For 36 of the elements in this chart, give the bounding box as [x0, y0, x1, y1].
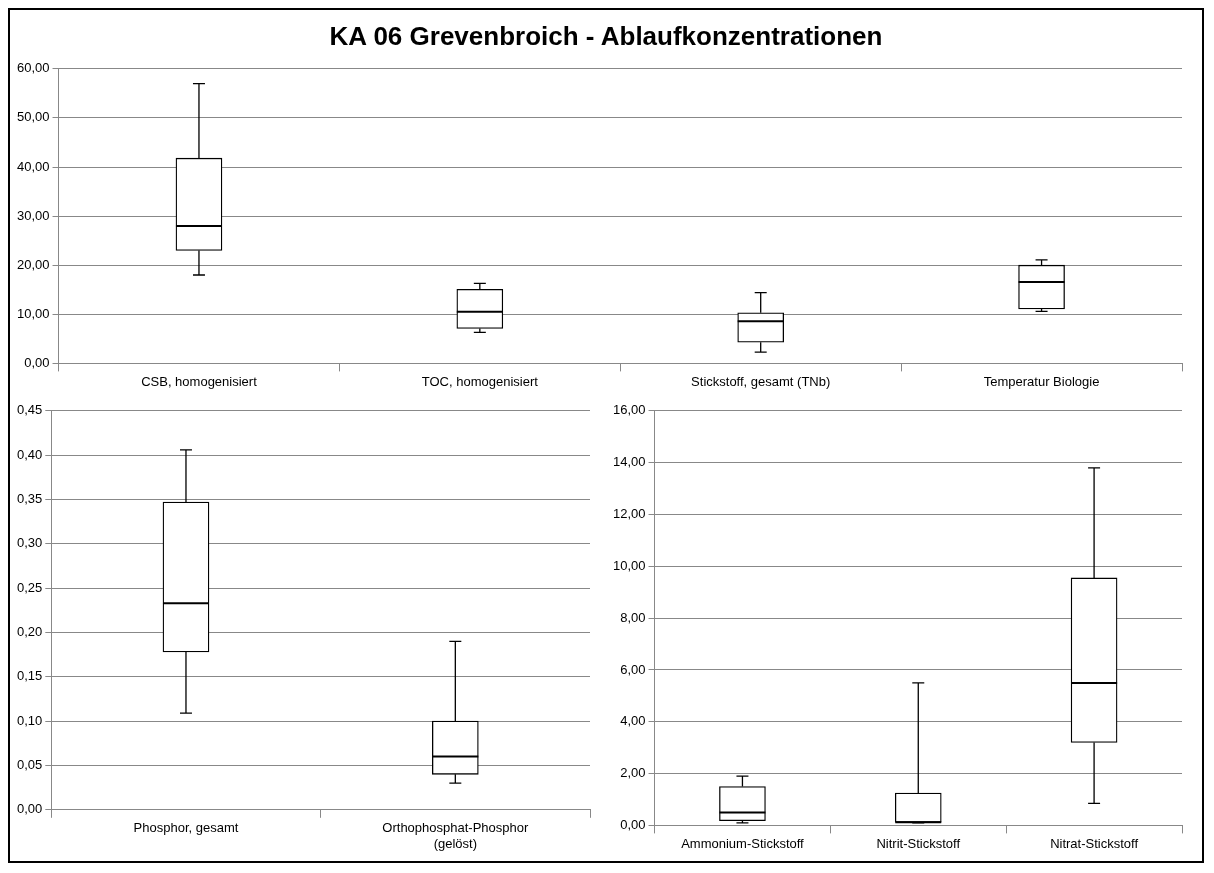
x-tick-label: Orthophosphat-Phosphor (gelöst)	[382, 820, 529, 851]
y-tick-label: 0,25	[16, 579, 43, 595]
y-tick-label: 10,00	[612, 557, 646, 573]
y-tick-label: 0,15	[16, 668, 43, 684]
y-tick-label: 0,10	[16, 712, 43, 728]
y-tick-label: 0,00	[24, 354, 50, 370]
y-tick-label: 0,20	[16, 624, 43, 640]
y-tick-label: 2,00	[620, 765, 646, 781]
x-tick-label: TOC, homogenisiert	[421, 373, 539, 389]
x-tick-label: Stickstoff, gesamt (TNb)	[691, 373, 831, 389]
y-tick-label: 40,00	[16, 158, 50, 174]
y-tick-label: 4,00	[620, 713, 646, 729]
x-tick-label: CSB, homogenisiert	[141, 373, 258, 389]
y-tick-label: 6,00	[620, 661, 646, 677]
chart-title: KA 06 Grevenbroich - Ablaufkonzentrationen	[328, 20, 884, 53]
y-tick-label: 0,45	[16, 402, 43, 418]
y-tick-label: 20,00	[16, 256, 50, 272]
y-tick-label: 50,00	[16, 109, 50, 125]
y-tick-label: 16,00	[612, 402, 646, 418]
x-tick-label: Temperatur Biologie	[983, 373, 1100, 389]
x-tick-label: Nitrat-Stickstoff	[1050, 835, 1139, 851]
y-tick-label: 8,00	[620, 609, 646, 625]
x-tick-label: Phosphor, gesamt	[133, 820, 239, 836]
y-tick-label: 12,00	[612, 506, 646, 522]
y-tick-label: 30,00	[16, 207, 50, 223]
y-tick-label: 0,40	[16, 446, 43, 462]
x-tick-label: Nitrit-Stickstoff	[876, 835, 961, 851]
y-tick-label: 14,00	[612, 454, 646, 470]
y-tick-label: 10,00	[16, 305, 50, 321]
x-tick-label: Ammonium-Stickstoff	[681, 835, 805, 851]
y-tick-label: 0,30	[16, 535, 43, 551]
y-tick-label: 0,00	[16, 801, 43, 817]
y-tick-label: 60,00	[16, 60, 50, 76]
y-tick-label: 0,05	[16, 757, 43, 773]
y-tick-label: 0,00	[620, 816, 646, 832]
y-tick-label: 0,35	[16, 491, 43, 507]
